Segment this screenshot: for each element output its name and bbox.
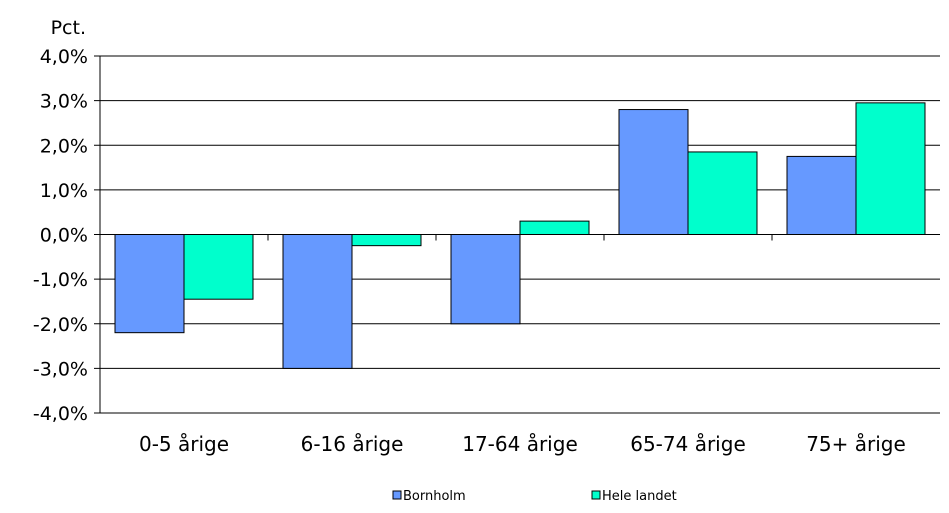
x-category-label: 17-64 årige: [462, 432, 578, 456]
legend-label: Hele landet: [602, 489, 677, 504]
axes: [94, 55, 940, 414]
bar-hele-landet: [855, 102, 926, 235]
x-category-label: 0-5 årige: [139, 432, 229, 456]
legend: Bornholm Hele landet: [392, 489, 677, 504]
y-tick-label: -4,0%: [33, 403, 88, 425]
y-tick-label: 3,0%: [40, 91, 88, 113]
bar-bornholm: [786, 155, 857, 235]
legend-label: Bornholm: [403, 489, 466, 504]
x-category-label: 75+ årige: [806, 432, 906, 456]
y-tick-label: -3,0%: [33, 358, 88, 380]
y-tick-label: 4,0%: [40, 46, 88, 68]
x-category-label: 65-74 årige: [630, 432, 746, 456]
y-axis-unit-label: Pct.: [51, 17, 86, 39]
bar-bornholm: [282, 234, 353, 369]
x-category-label: 6-16 årige: [301, 432, 404, 456]
legend-swatch: [392, 490, 402, 500]
bar-bornholm: [114, 234, 185, 334]
bar-hele-landet: [687, 151, 758, 236]
bar-hele-landet: [183, 234, 254, 300]
bars: [114, 102, 926, 369]
y-tick-label: 1,0%: [40, 180, 88, 202]
y-tick-label: -1,0%: [33, 269, 88, 291]
y-tick-label: 0,0%: [40, 225, 88, 247]
y-tick-labels: 4,0% 3,0% 2,0% 1,0% 0,0% -1,0% -2,0% -3,0% -4,0%: [33, 46, 88, 425]
bar-bornholm: [618, 109, 689, 235]
x-category-labels: 0-5 årige 6-16 årige 17-64 årige 65-74 årig…: [139, 432, 906, 456]
bar-hele-landet: [351, 234, 422, 247]
bar-bornholm: [450, 234, 521, 325]
y-tick-label: 2,0%: [40, 135, 88, 157]
y-tick-label: -2,0%: [33, 314, 88, 336]
bar-hele-landet: [519, 220, 590, 236]
legend-swatch: [591, 490, 601, 500]
